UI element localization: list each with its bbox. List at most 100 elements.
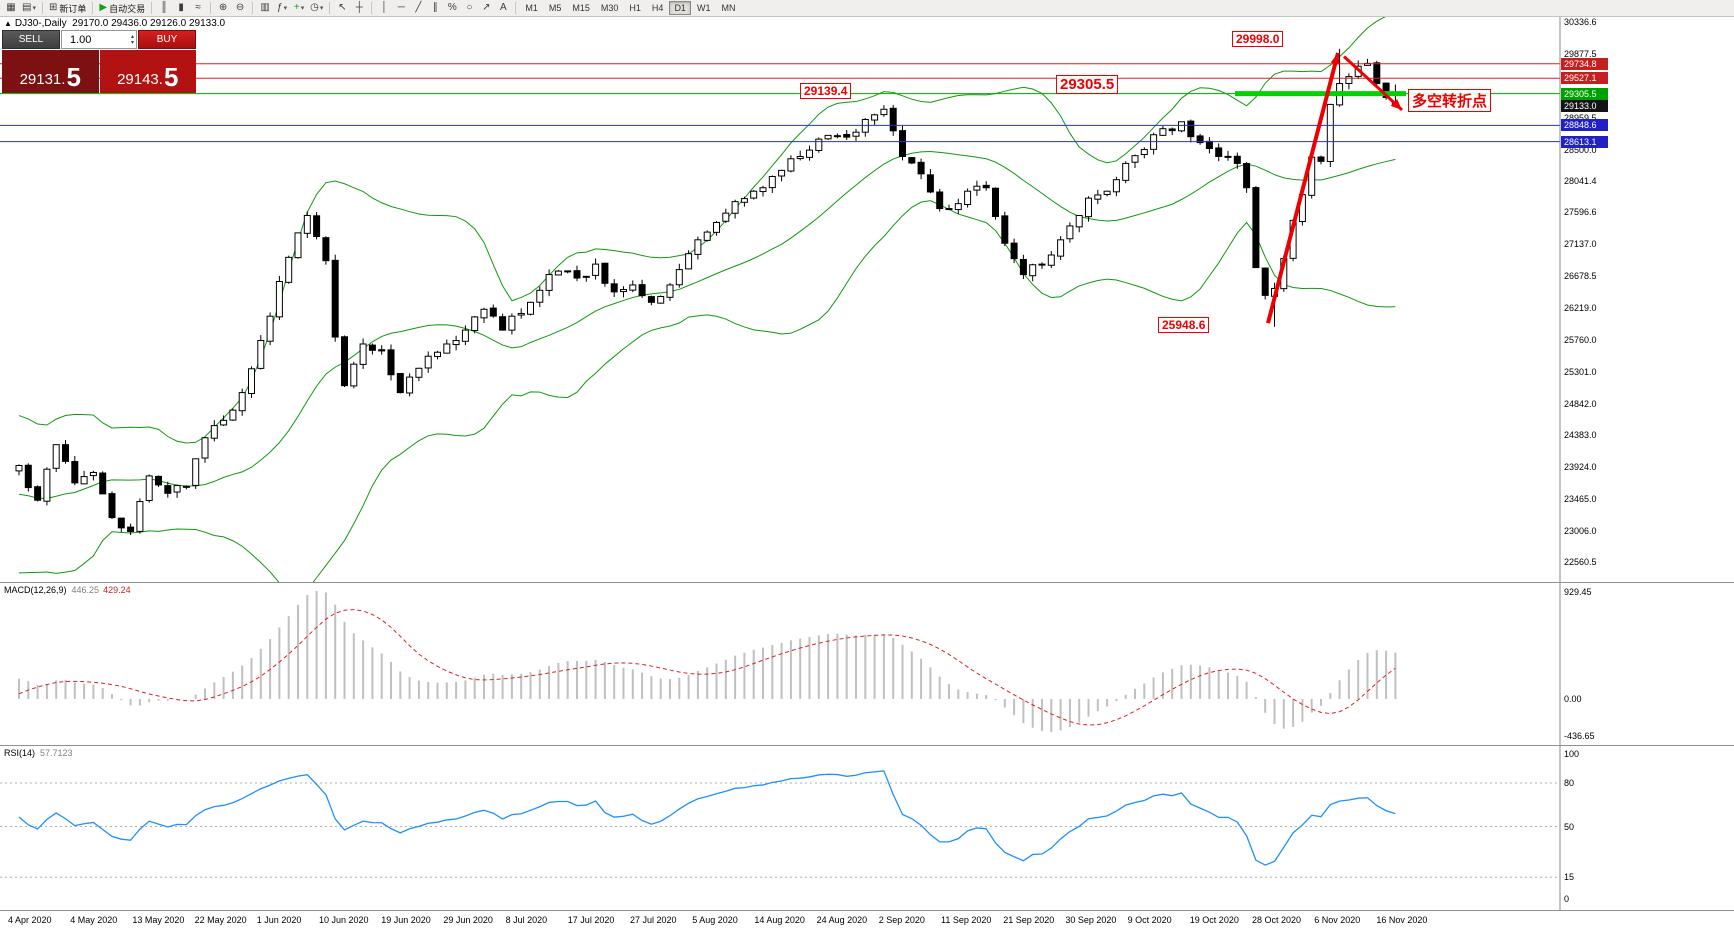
vertical-line-button[interactable]: │ [376, 1, 392, 15]
date-tick: 6 Nov 2020 [1314, 915, 1361, 925]
indicators-icon: ƒ [277, 2, 283, 13]
timeframe-d1-button[interactable]: D1 [669, 1, 691, 15]
shapes-button[interactable]: ○ [461, 1, 477, 15]
price-level-label: 29734.8 [1561, 57, 1608, 70]
symbol-marker-icon: ▲ [4, 19, 12, 28]
sell-button[interactable]: SELL [2, 30, 60, 49]
autotrading-button[interactable]: ▶ 自动交易 [97, 1, 147, 15]
horizontal-line-icon: ─ [397, 2, 405, 13]
arrows-button[interactable]: ↗ [478, 1, 494, 15]
date-tick: 8 Jul 2020 [505, 915, 548, 925]
zoom-in-button[interactable]: ⊕ [215, 1, 231, 15]
trendline-button[interactable]: ╱ [410, 1, 426, 15]
vertical-line-icon: │ [381, 2, 388, 13]
sell-price-pips: 5 [66, 61, 81, 92]
toolbar-separator [515, 2, 517, 14]
price-tick: 30336.6 [1564, 17, 1597, 27]
autotrading-icon: ▶ [99, 2, 108, 13]
rsi-axis-tick: 15 [1564, 872, 1575, 883]
horizontal-line-button[interactable]: ─ [393, 1, 409, 15]
date-tick: 16 Nov 2020 [1376, 915, 1428, 925]
rsi-axis-tick: 50 [1564, 821, 1575, 832]
rsi-canvas[interactable] [0, 746, 1734, 911]
charts-icon: ▦ [6, 2, 16, 13]
periods-icon: ◷ [310, 2, 319, 13]
toolbar-separator [329, 2, 331, 14]
turning-point-label[interactable]: 多空转折点 [1408, 89, 1492, 112]
price-chart-canvas[interactable] [0, 17, 1734, 582]
bar-chart-button[interactable]: ║ [156, 1, 172, 15]
trendline-icon: ╱ [415, 2, 422, 13]
timeframe-mn-button[interactable]: MN [721, 3, 736, 13]
crosshair-button[interactable]: ┼ [351, 1, 367, 15]
date-tick: 22 May 2020 [194, 915, 247, 925]
new-order-icon: ⊞ [48, 2, 58, 13]
timeframe-h1-button[interactable]: H1 [629, 3, 641, 13]
macd-canvas[interactable] [0, 583, 1734, 746]
toolbar-separator [371, 2, 373, 14]
add-indicator-button[interactable]: + ▾ [291, 1, 307, 15]
oct-low-label[interactable]: 25948.6 [1158, 317, 1210, 333]
one-click-trading-panel: SELL 1.00 ▴ ▾ BUY 29131. 5 29143. 5 [2, 30, 196, 93]
buy-button[interactable]: BUY [138, 30, 196, 49]
macd-axis-max: 929.45 [1564, 587, 1592, 597]
timeframe-w1-button[interactable]: W1 [696, 3, 711, 13]
dropdown-caret-icon: ▾ [32, 5, 36, 12]
macd-name: MACD(12,26,9) [4, 585, 67, 595]
toolbar: ▦ ▤ ▾ ⊞ 新订单 ▶ 自动交易 ║ ▮ ≈ ⊕ ⊖ ▥ ƒ ▾ + ▾ ◷ ▾ ↖ ┼ │ ─ ╱ ∥% ○ ↗ A M1 M5 M1… [0, 0, 1734, 17]
volume-value: 1.00 [70, 33, 92, 46]
text-button[interactable]: A [495, 1, 511, 15]
nov-high-label[interactable]: 29998.0 [1232, 31, 1284, 47]
timeframe-m15-button[interactable]: M15 [572, 3, 590, 13]
tile-windows-icon: ▥ [260, 2, 270, 13]
candlestick-chart-button[interactable]: ▮ [173, 1, 189, 15]
price-level-label: 28848.6 [1561, 119, 1608, 132]
toolbar-separator [252, 2, 254, 14]
price-tick: 22560.5 [1564, 557, 1597, 567]
buy-price-button[interactable]: 29143. 5 [99, 50, 196, 93]
timeframe-m30-button[interactable]: M30 [600, 3, 619, 13]
volume-increment-button[interactable]: ▴ [130, 33, 134, 40]
macd-value: 446.25 [71, 585, 100, 595]
price-tick: 23924.0 [1564, 462, 1597, 473]
price-tick: 26219.0 [1564, 302, 1597, 313]
date-tick: 24 Aug 2020 [816, 915, 868, 925]
macd-label: MACD(12,26,9) 446.25 429.24 [4, 585, 131, 595]
new-order-button[interactable]: ⊞ 新订单 [47, 1, 88, 15]
line-chart-button[interactable]: ≈ [190, 1, 206, 15]
indicators-button[interactable]: ƒ ▾ [274, 1, 290, 15]
timeframe-m5-button[interactable]: M5 [548, 3, 562, 13]
rsi-axis-tick: 0 [1564, 894, 1570, 904]
date-tick: 4 Apr 2020 [8, 915, 52, 925]
price-level-label: 29305.5 [1561, 87, 1608, 100]
timeframe-h4-button[interactable]: H4 [651, 3, 664, 13]
date-tick: 17 Jul 2020 [567, 915, 615, 925]
time-axis[interactable]: 4 Apr 2020 4 May 2020 13 May 2020 22 May 20… [0, 911, 1734, 937]
autotrading-button-label: 自动交易 [109, 3, 146, 14]
date-tick: 13 May 2020 [132, 915, 185, 925]
sep-high-label[interactable]: 29139.4 [800, 83, 852, 99]
sell-price: 29131. [19, 70, 66, 88]
periods-button[interactable]: ◷ ▾ [308, 1, 325, 15]
sell-price-button[interactable]: 29131. 5 [2, 50, 99, 93]
fibonacci-button[interactable]: % [444, 1, 460, 15]
key-level-label[interactable]: 29305.5 [1056, 75, 1119, 94]
zoom-out-button[interactable]: ⊖ [232, 1, 248, 15]
add-indicator-icon: + [293, 2, 300, 13]
date-tick: 21 Sep 2020 [1003, 915, 1055, 925]
price-tick: 27596.6 [1564, 207, 1597, 218]
charts-button[interactable]: ▦ [3, 1, 19, 15]
dropdown-caret-icon: ▾ [319, 5, 324, 12]
rsi-panel: RSI(14) 57.7123 100 80 50 15 0 [0, 746, 1734, 911]
equidistant-channel-button[interactable]: ∥ [427, 1, 443, 15]
macd-panel: MACD(12,26,9) 446.25 429.24 929.45 0.00 -436… [0, 583, 1734, 746]
chart-profiles-button[interactable]: ▤ ▾ [20, 1, 38, 15]
volume-input[interactable]: 1.00 ▴ ▾ [61, 30, 137, 49]
chart-symbol: DJ30-,Daily [14, 18, 67, 29]
cursor-button[interactable]: ↖ [334, 1, 350, 15]
price-tick: 28041.4 [1564, 176, 1597, 187]
volume-decrement-button[interactable]: ▾ [130, 39, 134, 46]
timeframe-m1-button[interactable]: M1 [525, 3, 538, 13]
tile-windows-button[interactable]: ▥ [257, 1, 273, 15]
